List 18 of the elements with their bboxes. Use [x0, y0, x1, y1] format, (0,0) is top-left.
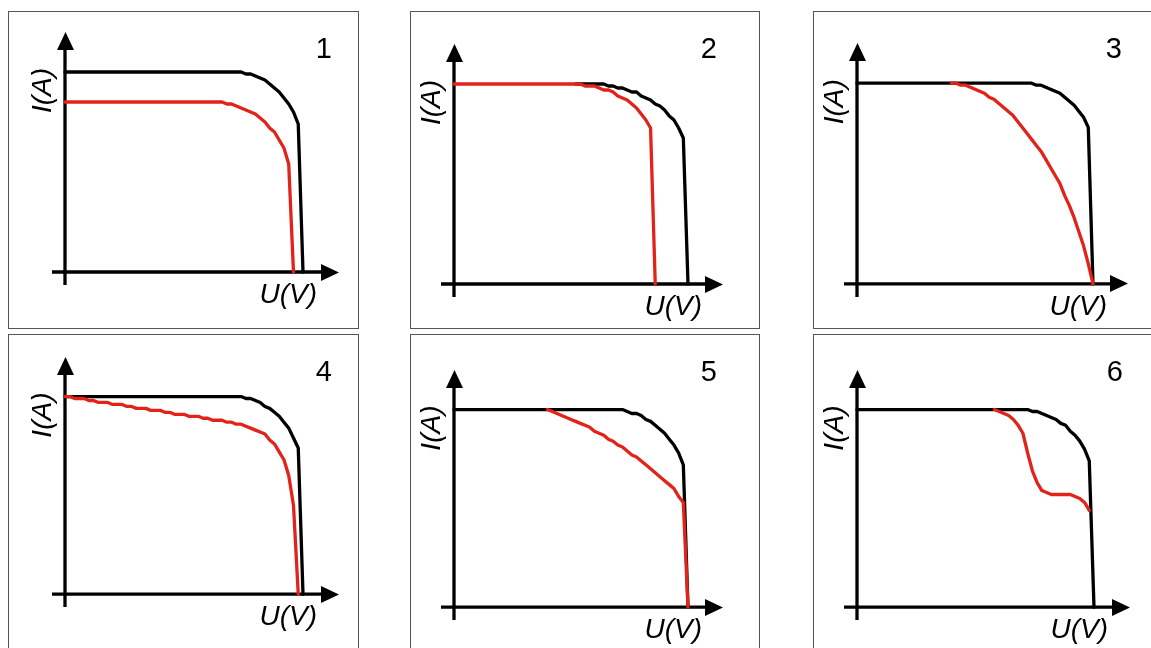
- x-axis-title: U(V): [259, 278, 317, 309]
- x-axis-title: U(V): [1050, 613, 1108, 645]
- chart-title: 1: [315, 32, 332, 64]
- x-axis-title: U(V): [1049, 289, 1107, 321]
- chart-title: 5: [700, 355, 717, 387]
- y-axis-title: I(A): [817, 79, 849, 125]
- y-axis-title: I(A): [25, 68, 57, 114]
- x-axis-title: U(V): [644, 290, 702, 321]
- y-axis-title: I(A): [414, 405, 446, 451]
- chart-title: 4: [315, 355, 332, 387]
- y-axis-title: I(A): [414, 80, 446, 126]
- chart-title: 6: [1106, 355, 1123, 387]
- x-axis-title: U(V): [644, 613, 702, 645]
- x-axis-title: U(V): [259, 600, 317, 632]
- chart-title: 3: [1105, 32, 1122, 64]
- y-axis-title: I(A): [817, 405, 849, 451]
- y-axis-title: I(A): [25, 392, 57, 438]
- chart-title: 2: [700, 32, 717, 64]
